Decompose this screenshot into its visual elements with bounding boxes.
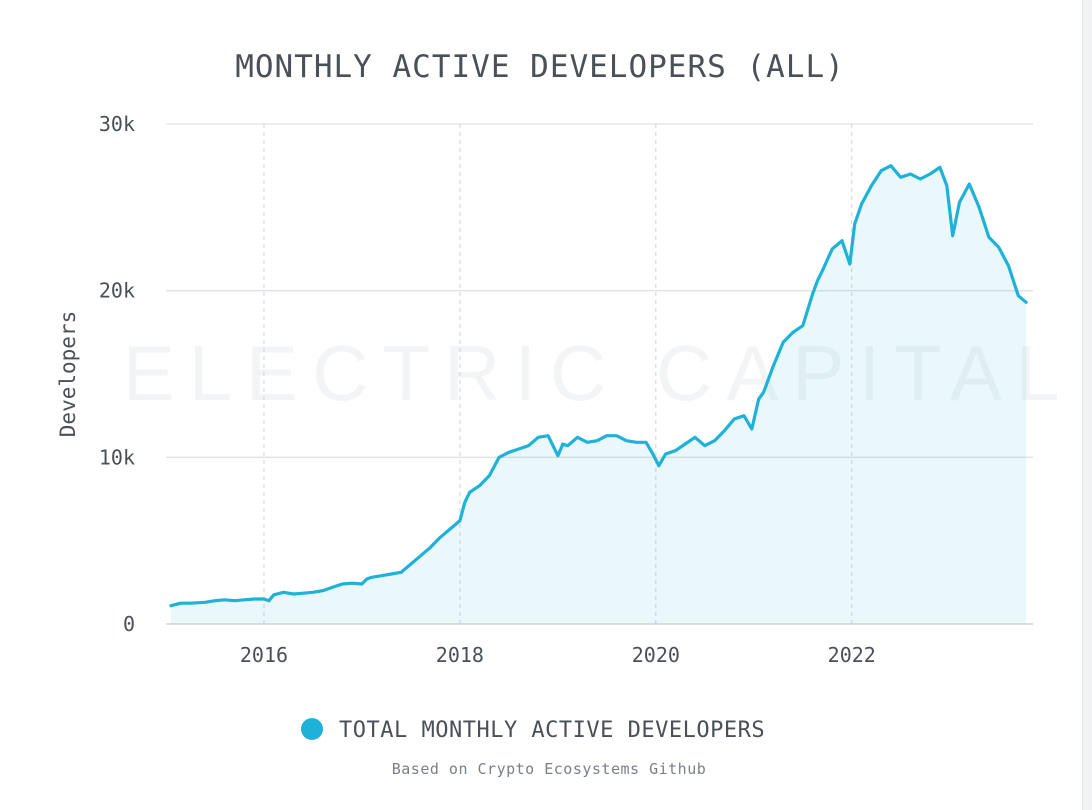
chart-title: MONTHLY ACTIVE DEVELOPERS (ALL) (235, 49, 845, 85)
vertical-gridlines (263, 124, 853, 624)
horizontal-gridlines (166, 123, 1033, 458)
legend[interactable]: TOTAL MONTHLY ACTIVE DEVELOPERS (301, 718, 765, 743)
x-tick-label: 2016 (240, 643, 288, 667)
legend-label: TOTAL MONTHLY ACTIVE DEVELOPERS (339, 718, 765, 743)
x-tick-label: 2020 (632, 643, 680, 667)
y-tick-label: 20k (99, 279, 135, 303)
series-area-fill (170, 165, 1027, 624)
y-tick-label: 10k (99, 445, 135, 469)
y-tick-label: 0 (123, 612, 135, 636)
x-axis-tick-labels: 2016 2018 2020 2022 (240, 643, 876, 667)
page-edge-strip (1082, 0, 1092, 810)
y-axis-label: Developers (56, 311, 80, 437)
y-tick-label: 30k (99, 112, 135, 136)
series-line (169, 164, 1028, 608)
x-tick-label: 2022 (828, 643, 876, 667)
watermark: ELECTRIC CAPITAL (123, 329, 1074, 417)
source-note: Based on Crypto Ecosystems Github (392, 760, 707, 778)
legend-marker (301, 718, 323, 740)
x-tick-label: 2018 (436, 643, 484, 667)
y-axis-tick-labels: 0 10k 20k 30k (99, 112, 135, 636)
